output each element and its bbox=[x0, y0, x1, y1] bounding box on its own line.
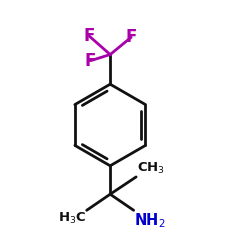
Text: F: F bbox=[126, 28, 137, 46]
Text: H$_3$C: H$_3$C bbox=[58, 211, 86, 226]
Text: F: F bbox=[84, 27, 95, 45]
Text: NH$_2$: NH$_2$ bbox=[134, 211, 166, 230]
Text: F: F bbox=[85, 52, 96, 70]
Text: CH$_3$: CH$_3$ bbox=[137, 161, 165, 176]
